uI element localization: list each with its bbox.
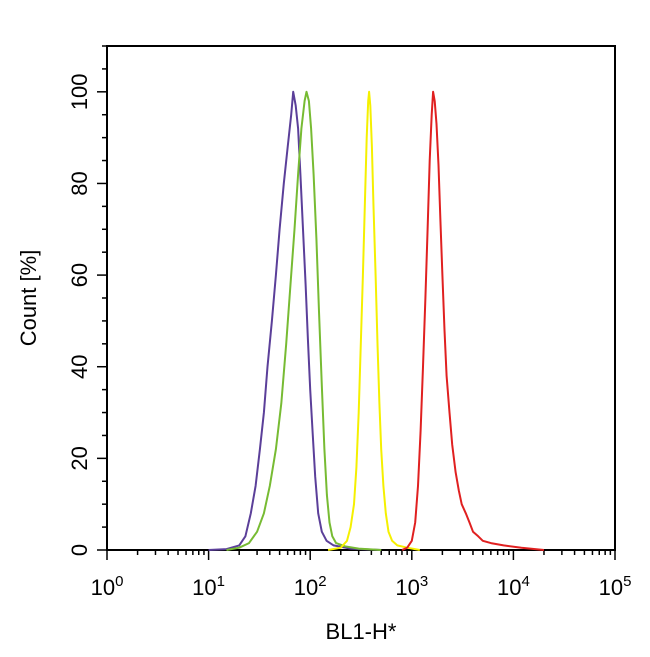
axis-ticks [97, 45, 616, 560]
y-tick-label: 80 [67, 171, 92, 195]
y-tick-label: 40 [67, 354, 92, 378]
x-tick-label: 103 [395, 573, 428, 600]
x-tick-label: 105 [599, 573, 632, 600]
x-tick-label: 101 [192, 573, 225, 600]
x-tick-label: 100 [91, 573, 124, 600]
x-axis-title: BL1-H* [326, 619, 397, 644]
y-tick-label: 60 [67, 263, 92, 287]
y-tick-label: 100 [67, 73, 92, 110]
x-tick-label: 104 [497, 573, 530, 600]
y-axis-title: Count [%] [16, 250, 41, 347]
series-line-2 [226, 90, 382, 551]
y-tick-label: 0 [67, 544, 92, 556]
series-line-4 [401, 90, 545, 551]
x-tick-label: 102 [294, 573, 327, 600]
series-line-1 [208, 90, 382, 551]
tick-labels: 100 101 102 103 104 105 0 20 40 60 80 100 [67, 73, 631, 600]
series-line-3 [327, 90, 420, 551]
y-tick-label: 20 [67, 446, 92, 470]
plot-frame [106, 45, 616, 551]
series-group [208, 90, 545, 551]
